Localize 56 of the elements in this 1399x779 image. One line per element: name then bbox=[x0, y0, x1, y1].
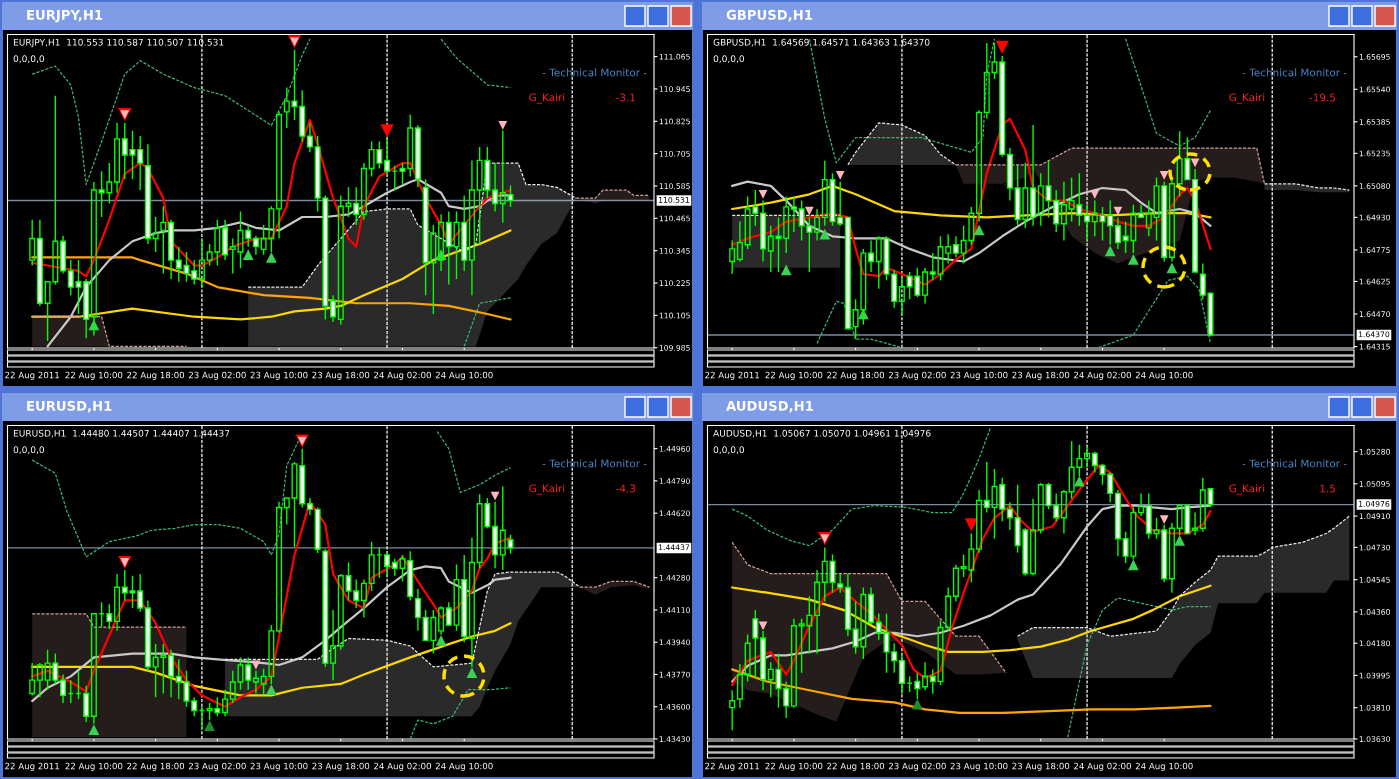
annotation: 0,0,0,0 bbox=[13, 55, 45, 64]
x-tick-label: 23 Aug 10:00 bbox=[950, 371, 1008, 380]
annotation: G_Kairi bbox=[1229, 484, 1265, 495]
x-tick-label: 24 Aug 10:00 bbox=[435, 371, 493, 380]
x-tick-label: 23 Aug 18:00 bbox=[1012, 762, 1070, 771]
x-tick-label: 23 Aug 10:00 bbox=[950, 762, 1008, 771]
annotation: -3.1 bbox=[616, 93, 635, 102]
chart-subtitle: GBPUSD,H1 1.64569 1.64571 1.64363 1.64370 bbox=[713, 38, 930, 47]
x-tick-label: 23 Aug 18:00 bbox=[312, 762, 370, 771]
annotation: - Technical Monitor - bbox=[1242, 459, 1347, 468]
x-tick-label: 22 Aug 10:00 bbox=[765, 762, 823, 771]
x-tick-label: 24 Aug 10:00 bbox=[1135, 371, 1193, 380]
x-tick-label: 23 Aug 18:00 bbox=[312, 371, 370, 380]
x-tick-label: 23 Aug 10:00 bbox=[250, 762, 308, 771]
annotation: 0,0,0,0 bbox=[13, 446, 45, 455]
x-tick-label: 22 Aug 2011 bbox=[705, 762, 759, 771]
annotation: -4.3 bbox=[616, 484, 636, 493]
x-tick-label: 24 Aug 02:00 bbox=[374, 371, 431, 380]
chart-subtitle: AUDUSD,H1 1.05067 1.05070 1.04961 1.04976 bbox=[713, 429, 931, 438]
x-tick-label: 22 Aug 18:00 bbox=[827, 371, 885, 380]
x-tick-label: 23 Aug 02:00 bbox=[188, 762, 246, 771]
x-tick-label: 23 Aug 10:00 bbox=[250, 371, 308, 380]
x-tick-label: 22 Aug 10:00 bbox=[765, 371, 823, 380]
x-tick-label: 24 Aug 10:00 bbox=[1135, 762, 1193, 771]
chart-subtitle: EURJPY,H1 110.553 110.587 110.507 110.531 bbox=[13, 38, 224, 48]
annotation: G_Kairi bbox=[529, 93, 565, 104]
x-tick-label: 22 Aug 18:00 bbox=[127, 762, 185, 771]
chart-title: GBPUSD,H1 bbox=[726, 9, 813, 22]
annotation: -19.5 bbox=[1309, 93, 1336, 102]
annotation: G_Kairi bbox=[529, 484, 565, 495]
x-tick-label: 23 Aug 02:00 bbox=[888, 762, 946, 771]
x-tick-label: 22 Aug 18:00 bbox=[827, 762, 885, 771]
annotation: 0,0,0,0 bbox=[713, 55, 745, 64]
x-tick-label: 22 Aug 2011 bbox=[705, 371, 759, 380]
x-tick-label: 24 Aug 02:00 bbox=[374, 762, 431, 771]
annotation: 1.5 bbox=[1320, 484, 1336, 493]
x-tick-label: 22 Aug 10:00 bbox=[65, 371, 123, 380]
annotation: - Technical Monitor - bbox=[1242, 68, 1347, 77]
x-tick-label: 24 Aug 02:00 bbox=[1074, 371, 1131, 380]
x-tick-label: 24 Aug 02:00 bbox=[1074, 762, 1131, 771]
annotation: G_Kairi bbox=[1229, 93, 1265, 104]
annotation: - Technical Monitor - bbox=[542, 68, 647, 77]
chart-title: EURUSD,H1 bbox=[27, 400, 112, 413]
x-tick-label: 23 Aug 18:00 bbox=[1012, 371, 1070, 380]
chart-subtitle: EURUSD,H1 1.44480 1.44507 1.44407 1.44437 bbox=[13, 429, 230, 438]
chart-title: AUDUSD,H1 bbox=[726, 400, 813, 413]
annotation: 0,0,0,0 bbox=[713, 446, 745, 455]
x-tick-label: 24 Aug 10:00 bbox=[435, 762, 493, 771]
x-tick-label: 22 Aug 10:00 bbox=[65, 762, 123, 771]
chart-title: EURJPY,H1 bbox=[27, 10, 103, 23]
x-tick-label: 23 Aug 02:00 bbox=[188, 371, 246, 380]
x-tick-label: 22 Aug 2011 bbox=[5, 762, 59, 771]
x-tick-label: 22 Aug 2011 bbox=[5, 371, 59, 380]
x-tick-label: 23 Aug 02:00 bbox=[888, 371, 946, 380]
x-tick-label: 22 Aug 18:00 bbox=[127, 371, 185, 380]
annotation: - Technical Monitor - bbox=[542, 459, 647, 468]
